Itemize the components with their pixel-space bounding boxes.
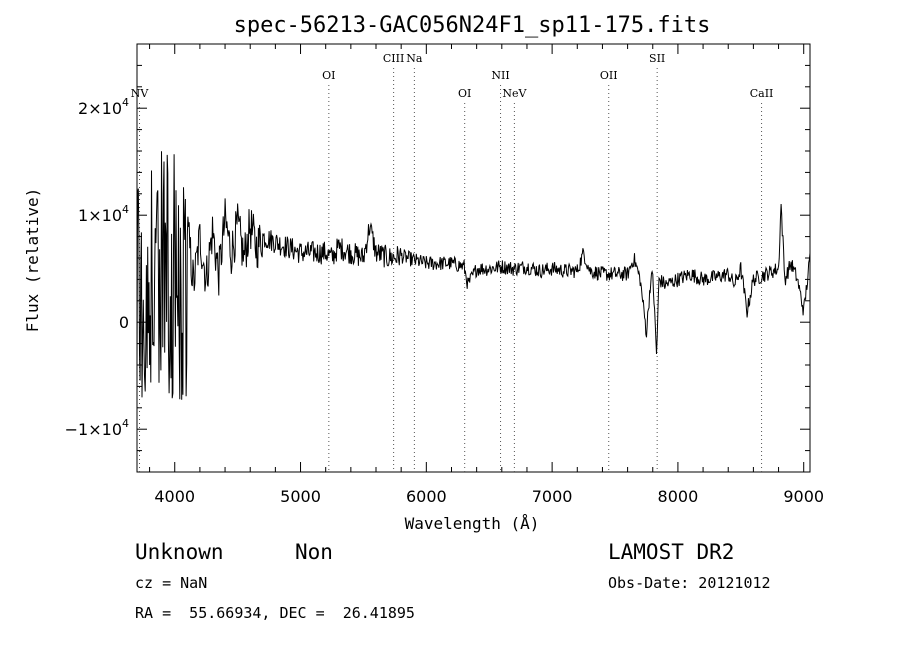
x-tick-label: 7000 xyxy=(532,487,573,506)
line-label-sii: SII xyxy=(649,52,665,65)
spectrum-trace xyxy=(136,151,811,400)
survey-name: LAMOST DR2 xyxy=(608,540,735,564)
line-label-nv: NV xyxy=(131,87,150,100)
line-label-na: Na xyxy=(406,52,423,65)
chart-title: spec-56213-GAC056N24F1_sp11-175.fits xyxy=(234,13,711,38)
plot-frame xyxy=(136,43,811,473)
y-tick-label: −1×104 xyxy=(65,417,129,439)
x-axis-label: Wavelength (Å) xyxy=(405,514,540,533)
line-label-oi: OI xyxy=(458,87,471,100)
x-tick-label: 9000 xyxy=(783,487,824,506)
y-tick-label: 2×104 xyxy=(78,96,129,118)
x-tick-label: 8000 xyxy=(658,487,699,506)
line-label-oii: OII xyxy=(600,69,618,82)
spectral-subclass: Non xyxy=(295,540,333,564)
y-tick-label: 1×104 xyxy=(78,203,129,225)
line-label-caii: CaII xyxy=(750,87,774,100)
line-label-ciii: CIII xyxy=(383,52,404,65)
x-tick-label: 6000 xyxy=(406,487,447,506)
x-tick-label: 4000 xyxy=(154,487,195,506)
line-label-nii: NII xyxy=(491,69,509,82)
y-axis-label: Flux (relative) xyxy=(23,188,42,333)
line-label-oi: OI xyxy=(322,69,335,82)
observation-date: Obs-Date: 20121012 xyxy=(608,574,771,592)
plot-area: 4000 5000 6000 7000 8000 9000 −1×104 0 1×104 2×10… xyxy=(65,43,824,506)
y-tick-label: 0 xyxy=(119,313,129,332)
coordinates-text: RA = 55.66934, DEC = 26.41895 xyxy=(135,604,415,622)
redshift-text: cz = NaN xyxy=(135,574,208,592)
spectral-class: Unknown xyxy=(135,540,224,564)
x-tick-label: 5000 xyxy=(280,487,321,506)
line-label-nev: NeV xyxy=(502,87,527,100)
